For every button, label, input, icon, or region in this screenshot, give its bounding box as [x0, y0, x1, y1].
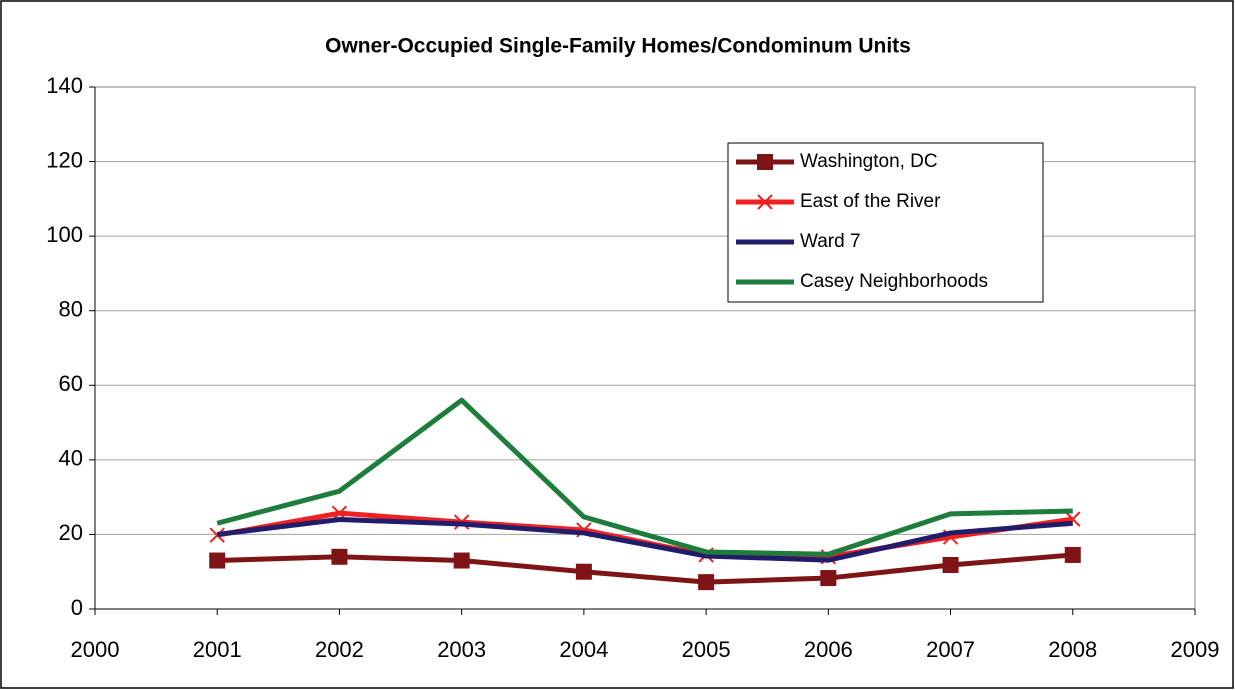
x-tick-label: 2009 [1171, 637, 1220, 662]
x-tick-label: 2004 [559, 637, 608, 662]
marker [209, 552, 226, 569]
marker [942, 557, 959, 574]
legend-label: East of the River [800, 191, 941, 212]
x-tick-label: 2001 [193, 637, 242, 662]
chart-title: Owner-Occupied Single-Family Homes/Condo… [325, 35, 911, 58]
legend-label: Casey Neighborhoods [800, 271, 988, 292]
marker [757, 154, 773, 170]
marker [575, 563, 592, 580]
x-tick-label: 2007 [926, 637, 975, 662]
y-tick-label: 0 [71, 595, 83, 620]
series-line [216, 517, 1073, 563]
marker [453, 552, 470, 569]
y-tick-label: 120 [46, 147, 83, 172]
marker [820, 570, 837, 587]
marker [757, 194, 773, 210]
y-tick-label: 140 [46, 73, 83, 98]
x-tick-label: 2006 [804, 637, 853, 662]
x-tick-label: 2003 [437, 637, 486, 662]
x-tick-label: 2008 [1048, 637, 1097, 662]
y-tick-label: 80 [59, 297, 83, 322]
y-tick-label: 100 [46, 222, 83, 247]
y-tick-label: 40 [59, 446, 83, 471]
x-tick-label: 2005 [682, 637, 731, 662]
series-line [216, 397, 1073, 557]
marker [331, 548, 348, 565]
y-tick-label: 20 [59, 520, 83, 545]
marker [698, 574, 715, 591]
legend-box [727, 142, 1044, 303]
legend-label: Ward 7 [800, 231, 861, 252]
x-tick-label: 2002 [315, 637, 364, 662]
marker [1064, 546, 1081, 563]
series-line [217, 552, 1073, 585]
y-tick-label: 60 [59, 371, 83, 396]
marker [209, 527, 225, 543]
legend-label: Washington, DC [800, 151, 938, 172]
x-tick-label: 2000 [71, 637, 120, 662]
